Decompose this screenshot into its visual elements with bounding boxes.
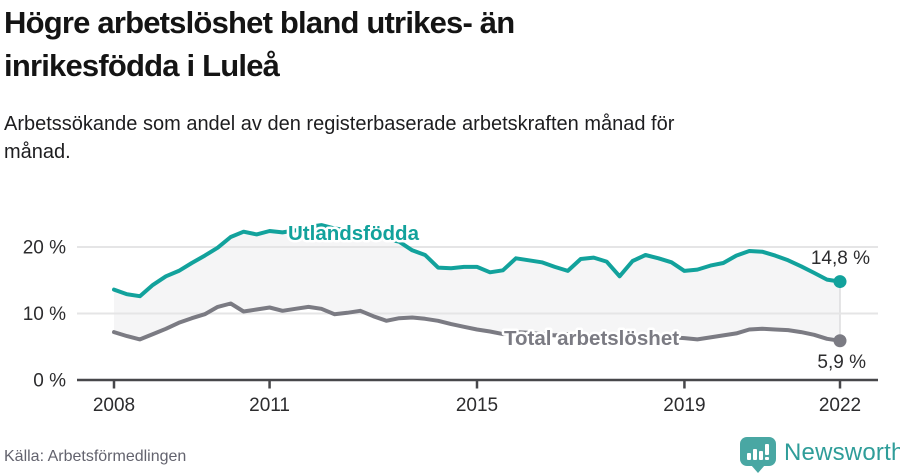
x-tick-label-2022: 2022 — [819, 395, 861, 416]
series-label-total: Total arbetslöshet — [504, 327, 679, 350]
x-tick-label-2008: 2008 — [93, 395, 135, 416]
logo-bar-3 — [759, 451, 763, 460]
speech-bubble-tail — [751, 465, 765, 473]
logo-bar-1 — [747, 453, 751, 460]
series-line-utlandsfodda — [112, 223, 842, 299]
logo-bar-2 — [753, 449, 757, 460]
y-tick-label-20: 20 % — [23, 238, 66, 259]
brand-wordmark: Newsworthy — [784, 439, 900, 466]
end-dot-utlandsfodda — [833, 275, 847, 289]
newsworthy-logo: Newsworthy — [740, 436, 900, 474]
end-value-label-utlandsfodda: 14,8 % — [811, 248, 870, 269]
source-credit: Källa: Arbetsförmedlingen — [4, 448, 187, 465]
logo-exclamation — [765, 444, 769, 460]
bar-chart-exclamation-icon — [740, 437, 776, 466]
subtitle-line-1: Arbetssökande som andel av den registerb… — [4, 113, 675, 135]
x-tick-label-2011: 2011 — [249, 395, 290, 416]
end-dot-total — [833, 334, 847, 348]
y-tick-label-0: 0 % — [33, 371, 66, 392]
series-line-total — [112, 301, 842, 343]
title-line-2: inrikesfödda i Luleå — [4, 48, 280, 83]
x-tick-label-2019: 2019 — [663, 395, 705, 416]
series-label-utlandsfodda: Utlandsfödda — [288, 222, 420, 245]
title-line-1: Högre arbetslöshet bland utrikes- än — [4, 5, 515, 40]
end-value-label-total: 5,9 % — [817, 352, 866, 373]
subtitle-line-2: månad. — [4, 141, 71, 163]
between-series-band — [114, 225, 840, 341]
chart-subtitle: Arbetssökande som andel av den registerb… — [4, 110, 874, 166]
y-tick-label-10: 10 % — [23, 304, 66, 325]
x-tick-label-2015: 2015 — [456, 395, 498, 416]
page-title: Högre arbetslöshet bland utrikes- än inr… — [4, 1, 864, 87]
